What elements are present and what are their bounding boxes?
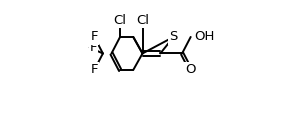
Text: F: F [90, 41, 97, 54]
Text: OH: OH [194, 30, 214, 43]
Text: S: S [169, 30, 178, 43]
Text: Cl: Cl [113, 14, 127, 27]
Text: F: F [91, 30, 98, 43]
Text: F: F [91, 63, 98, 76]
Text: O: O [186, 63, 196, 76]
Text: Cl: Cl [136, 14, 149, 27]
